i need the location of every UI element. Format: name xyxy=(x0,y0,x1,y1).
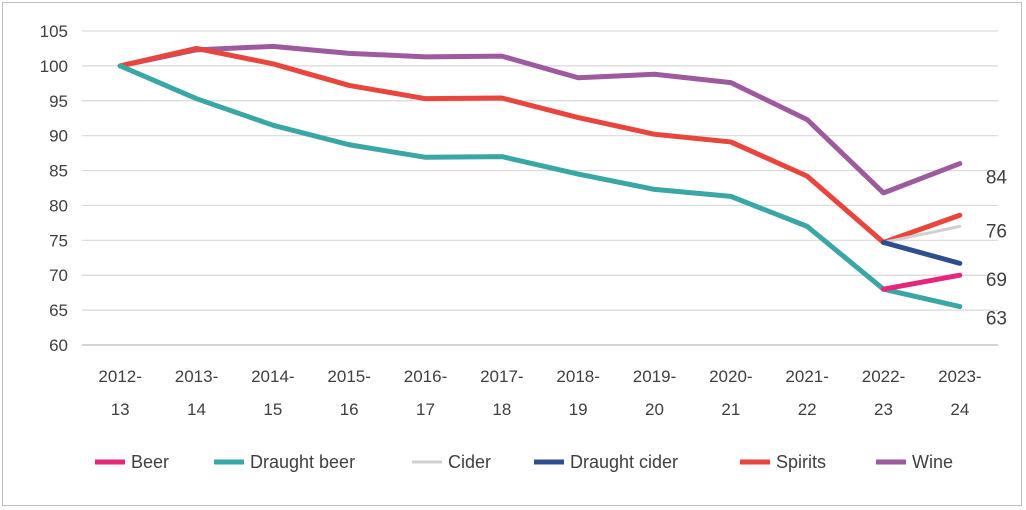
y-tick-label: 95 xyxy=(49,92,68,111)
y-tick-label: 90 xyxy=(49,127,68,146)
y-axis-ticks: 60 65 70 75 80 85 90 95 100 105 xyxy=(40,22,68,355)
x-tick-label: 19 xyxy=(569,400,588,419)
data-labels: 84 76 69 63 xyxy=(986,168,1008,330)
gridlines xyxy=(82,30,998,346)
x-tick-label: 20 xyxy=(645,400,664,419)
series-line-beer xyxy=(881,272,963,292)
data-label: 76 xyxy=(986,221,1007,242)
series-line-spirits xyxy=(117,45,963,245)
legend-label: Draught cider xyxy=(570,452,678,472)
x-axis-ticks: 2012- 13 2013- 14 2014- 15 2015- 16 2016- 17 2017-… xyxy=(98,367,981,419)
x-tick-label: 16 xyxy=(340,400,359,419)
x-tick-label: 2019- xyxy=(633,367,676,386)
x-tick-label: 22 xyxy=(798,400,817,419)
x-tick-label: 24 xyxy=(950,400,969,419)
x-tick-label: 18 xyxy=(492,400,511,419)
y-tick-label: 105 xyxy=(40,22,68,41)
legend-label: Spirits xyxy=(776,452,826,472)
x-tick-label: 23 xyxy=(874,400,893,419)
x-tick-label: 2017- xyxy=(480,367,523,386)
legend: Beer Draught beer Cider Draught cider Spirit… xyxy=(95,452,953,472)
x-tick-label: 2013- xyxy=(175,367,218,386)
y-tick-label: 60 xyxy=(49,336,68,355)
x-tick-label: 2012- xyxy=(98,367,141,386)
x-tick-label: 2020- xyxy=(709,367,752,386)
x-tick-label: 13 xyxy=(111,400,130,419)
x-tick-label: 15 xyxy=(263,400,282,419)
data-label: 84 xyxy=(986,168,1008,189)
y-tick-label: 85 xyxy=(49,162,68,181)
y-tick-label: 75 xyxy=(49,231,68,250)
x-tick-label: 2014- xyxy=(251,367,294,386)
legend-label: Beer xyxy=(131,452,169,472)
x-tick-label: 2018- xyxy=(556,367,599,386)
y-tick-label: 70 xyxy=(49,266,68,285)
data-label: 69 xyxy=(986,270,1007,291)
x-tick-label: 17 xyxy=(416,400,435,419)
legend-label: Draught beer xyxy=(250,452,355,472)
series-line-cider xyxy=(882,224,962,244)
y-tick-label: 80 xyxy=(49,196,68,215)
series-line-draught-beer xyxy=(117,63,963,310)
legend-label: Wine xyxy=(912,452,953,472)
data-label: 63 xyxy=(986,309,1007,330)
y-tick-label: 100 xyxy=(40,57,68,76)
x-tick-label: 2023- xyxy=(938,367,981,386)
x-tick-label: 21 xyxy=(721,400,740,419)
series-line-wine xyxy=(117,43,963,196)
legend-label: Cider xyxy=(448,452,491,472)
y-tick-label: 65 xyxy=(49,301,68,320)
series-line-draught-cider xyxy=(881,239,963,266)
x-tick-label: 2016- xyxy=(404,367,447,386)
x-tick-label: 2015- xyxy=(327,367,370,386)
x-tick-label: 14 xyxy=(187,400,206,419)
x-tick-label: 2021- xyxy=(785,367,828,386)
x-tick-label: 2022- xyxy=(862,367,905,386)
series-lines xyxy=(117,43,963,310)
